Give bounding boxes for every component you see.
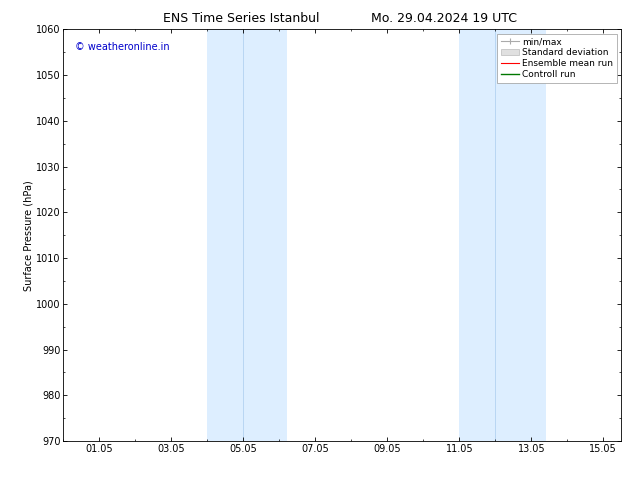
Bar	[207, 29, 287, 441]
Bar	[460, 29, 546, 441]
Text: ENS Time Series Istanbul: ENS Time Series Istanbul	[163, 12, 319, 25]
Text: © weatheronline.in: © weatheronline.in	[75, 42, 169, 52]
Legend: min/max, Standard deviation, Ensemble mean run, Controll run: min/max, Standard deviation, Ensemble me…	[497, 34, 617, 82]
Text: Mo. 29.04.2024 19 UTC: Mo. 29.04.2024 19 UTC	[371, 12, 517, 25]
Y-axis label: Surface Pressure (hPa): Surface Pressure (hPa)	[23, 180, 33, 291]
